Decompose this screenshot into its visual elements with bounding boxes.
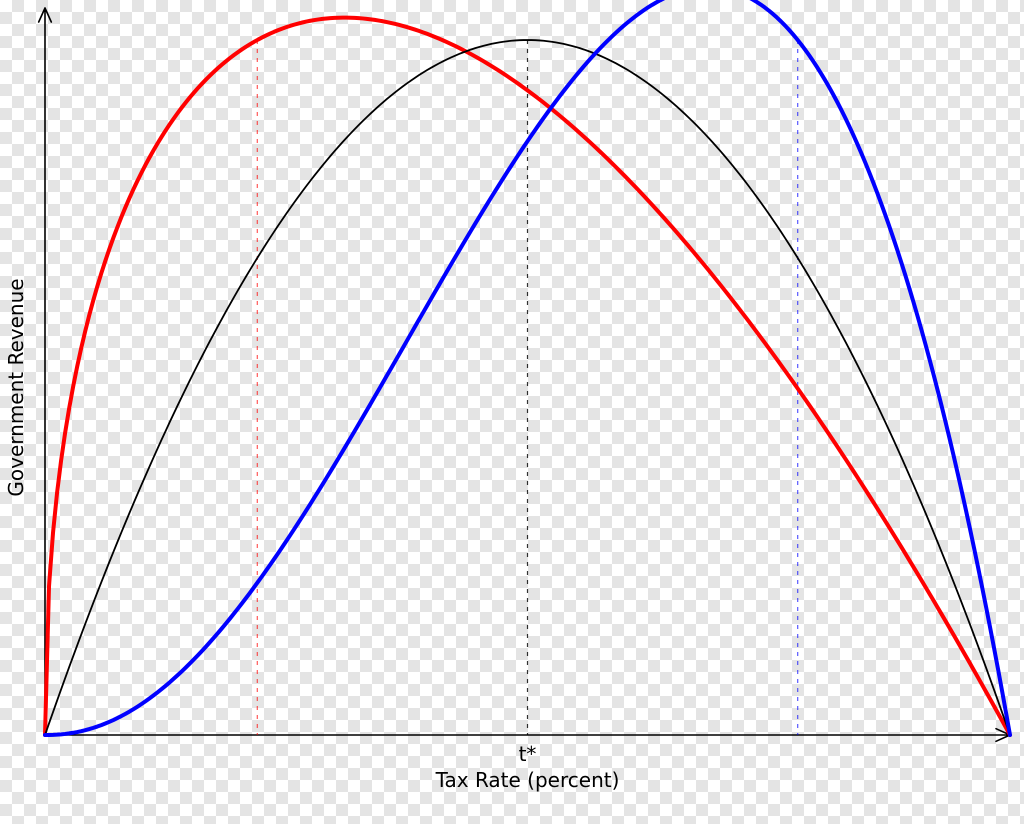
axes [39, 8, 1010, 741]
x-tick-label-t-star: t* [519, 742, 537, 766]
laffer-curve-chart: t* Tax Rate (percent) Government Revenue [0, 0, 1024, 824]
y-axis-label: Government Revenue [4, 278, 28, 496]
x-axis-label: Tax Rate (percent) [435, 768, 620, 792]
